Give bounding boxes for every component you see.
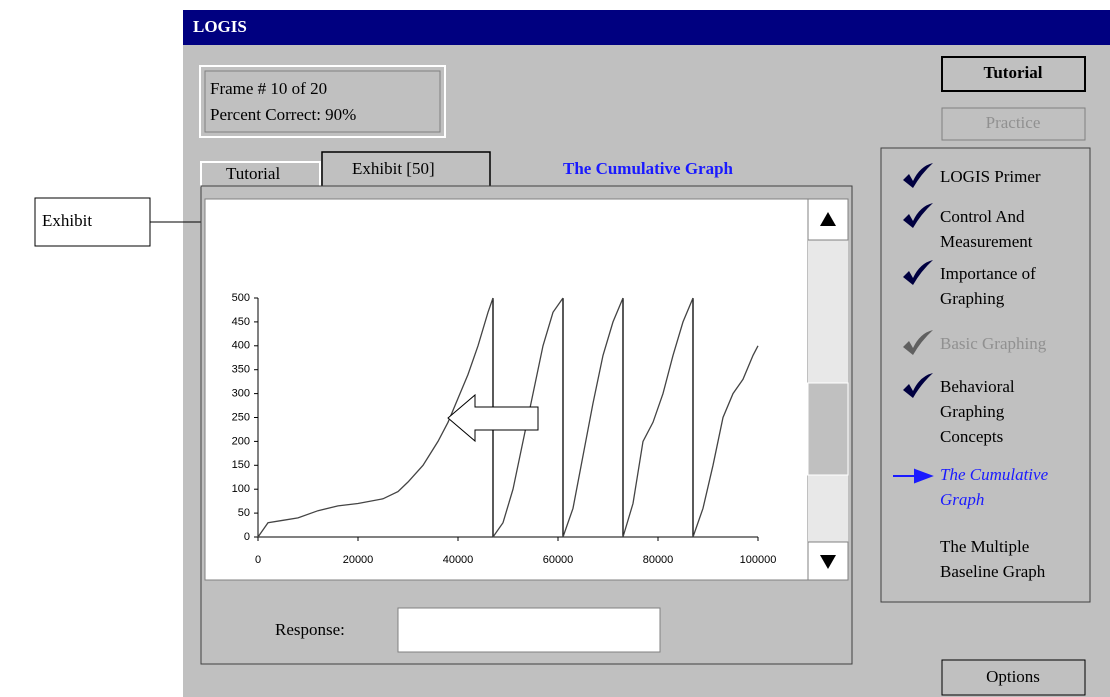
up-arrow xyxy=(820,212,836,226)
nav-item[interactable]: Control And xyxy=(940,207,1025,226)
tutorial-button[interactable] xyxy=(941,56,1086,92)
nav-item[interactable]: Behavioral xyxy=(940,377,1015,396)
y-tick-label: 500 xyxy=(232,292,250,304)
chart: 0 50 100 150 200 250 300 350 400 450 500 0 20000 4000… xyxy=(232,292,777,566)
options-button[interactable] xyxy=(941,659,1086,696)
check-icon xyxy=(903,330,933,355)
x-tick-label: 40000 xyxy=(443,554,474,566)
nav-item[interactable]: The Cumulative xyxy=(940,465,1049,484)
tutorial-button-label: Tutorial xyxy=(984,63,1043,82)
x-tick-label: 60000 xyxy=(543,554,574,566)
title-bar xyxy=(183,10,1110,45)
nav-item[interactable]: Graph xyxy=(940,490,984,509)
tab-exhibit-label: Exhibit [50] xyxy=(352,159,435,178)
y-tick-label: 150 xyxy=(232,459,250,471)
y-tick-label: 0 xyxy=(244,531,250,543)
status-inner xyxy=(204,70,441,133)
x-tick-label: 20000 xyxy=(343,554,374,566)
down-arrow xyxy=(820,555,836,569)
practice-button-label: Practice xyxy=(986,113,1041,132)
window-title: LOGIS xyxy=(193,17,247,36)
frame-text: Frame # 10 of 20 xyxy=(210,79,327,98)
response-label: Response: xyxy=(275,620,345,639)
nav-panel xyxy=(880,147,1091,603)
x-tick-label: 0 xyxy=(255,554,261,566)
percent-text: Percent Correct: 90% xyxy=(210,105,356,124)
nav-item[interactable]: LOGIS Primer xyxy=(940,167,1041,186)
nav-item[interactable]: Measurement xyxy=(940,232,1033,251)
nav-item[interactable]: Graphing xyxy=(940,402,1005,421)
practice-button[interactable] xyxy=(941,107,1086,141)
current-arrow xyxy=(893,468,934,484)
tab-tutorial-label: Tutorial xyxy=(226,164,280,183)
x-tick-label: 100000 xyxy=(740,554,777,566)
arrow-shape xyxy=(447,393,539,443)
tab-tutorial[interactable] xyxy=(200,161,321,187)
y-tick-label: 250 xyxy=(232,411,250,423)
check-icon xyxy=(903,260,933,285)
callout-text: Exhibit xyxy=(42,211,92,230)
scroll-thumb[interactable] xyxy=(807,382,849,476)
exhibit-area xyxy=(204,198,809,581)
y-tick-label: 450 xyxy=(232,316,250,328)
heading: The Cumulative Graph xyxy=(563,159,734,178)
nav-item[interactable]: The Multiple xyxy=(940,537,1029,556)
x-tick-label: 80000 xyxy=(643,554,674,566)
y-tick-label: 100 xyxy=(232,483,250,495)
y-tick-label: 400 xyxy=(232,340,250,352)
nav-item[interactable]: Concepts xyxy=(940,427,1003,446)
y-tick-label: 300 xyxy=(232,388,250,400)
status-box xyxy=(199,65,446,138)
options-button-label: Options xyxy=(986,667,1040,686)
tab-exhibit[interactable] xyxy=(321,151,491,187)
y-tick-label: 50 xyxy=(238,507,250,519)
nav-item[interactable]: Importance of xyxy=(940,264,1036,283)
y-tick-label: 200 xyxy=(232,435,250,447)
check-icon xyxy=(903,203,933,228)
response-input[interactable] xyxy=(397,607,661,653)
callout-box xyxy=(34,197,151,247)
nav-item[interactable]: Baseline Graph xyxy=(940,562,1046,581)
check-icon xyxy=(903,373,933,398)
nav-item[interactable]: Graphing xyxy=(940,289,1005,308)
y-tick-label: 350 xyxy=(232,364,250,376)
nav: LOGIS Primer Control And Measurement Import… xyxy=(893,163,1049,581)
nav-item[interactable]: Basic Graphing xyxy=(940,334,1047,353)
check-icon xyxy=(903,163,933,188)
